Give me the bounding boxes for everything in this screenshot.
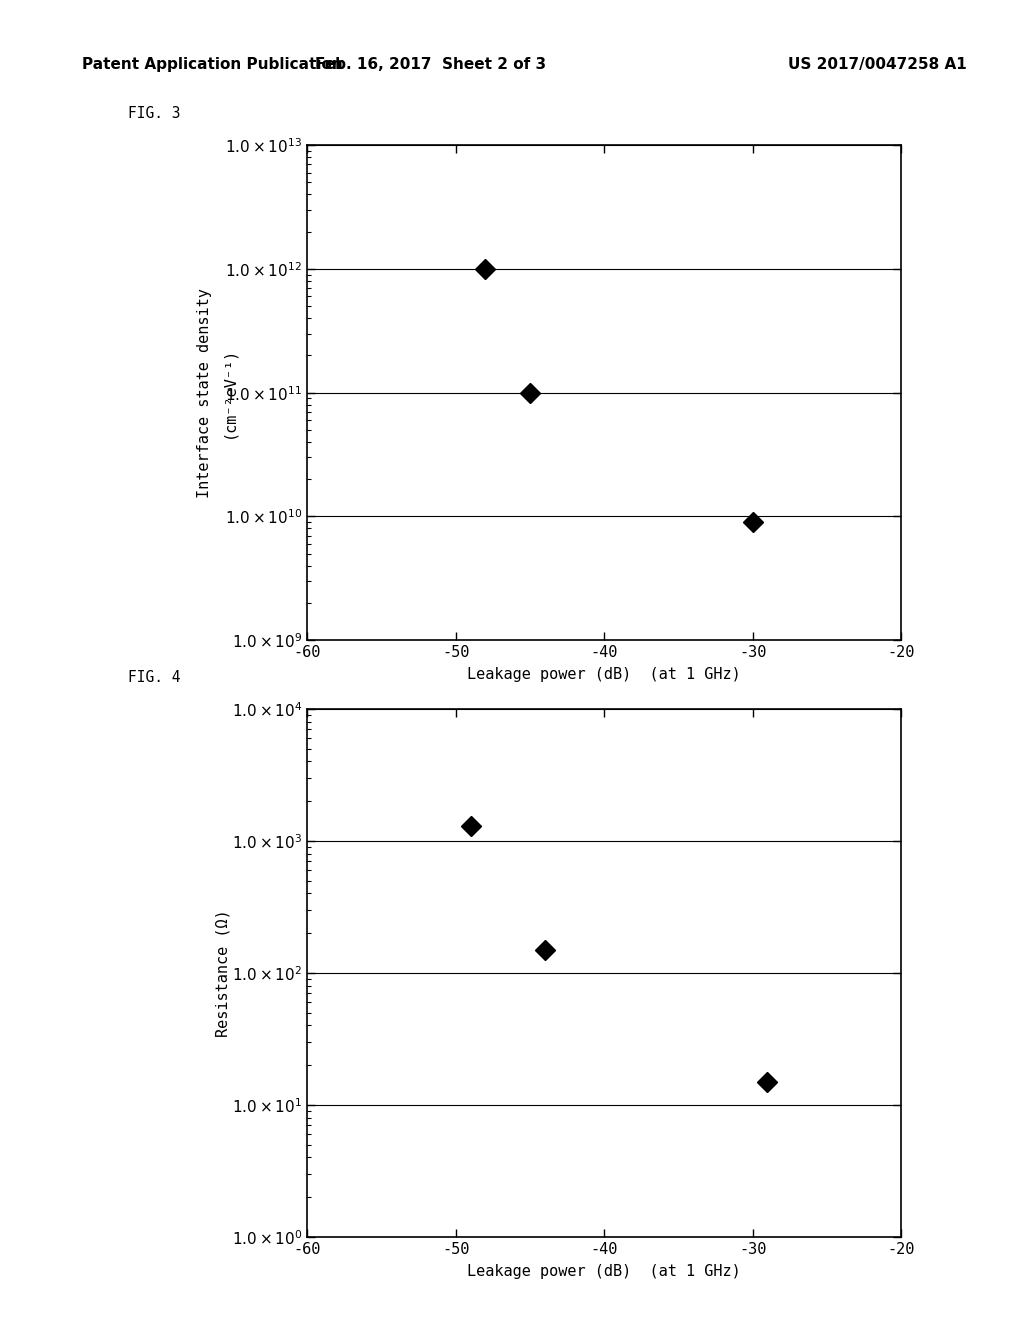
X-axis label: Leakage power (dB)  (at 1 GHz): Leakage power (dB) (at 1 GHz): [467, 667, 741, 682]
Y-axis label: Resistance (Ω): Resistance (Ω): [216, 909, 230, 1036]
Y-axis label: Interface state density
(cm⁻²eV⁻¹): Interface state density (cm⁻²eV⁻¹): [197, 288, 237, 498]
Text: FIG. 3: FIG. 3: [128, 107, 180, 121]
Text: FIG. 4: FIG. 4: [128, 671, 180, 685]
X-axis label: Leakage power (dB)  (at 1 GHz): Leakage power (dB) (at 1 GHz): [467, 1263, 741, 1279]
Text: US 2017/0047258 A1: US 2017/0047258 A1: [788, 57, 968, 71]
Text: Patent Application Publication: Patent Application Publication: [82, 57, 343, 71]
Text: Feb. 16, 2017  Sheet 2 of 3: Feb. 16, 2017 Sheet 2 of 3: [314, 57, 546, 71]
